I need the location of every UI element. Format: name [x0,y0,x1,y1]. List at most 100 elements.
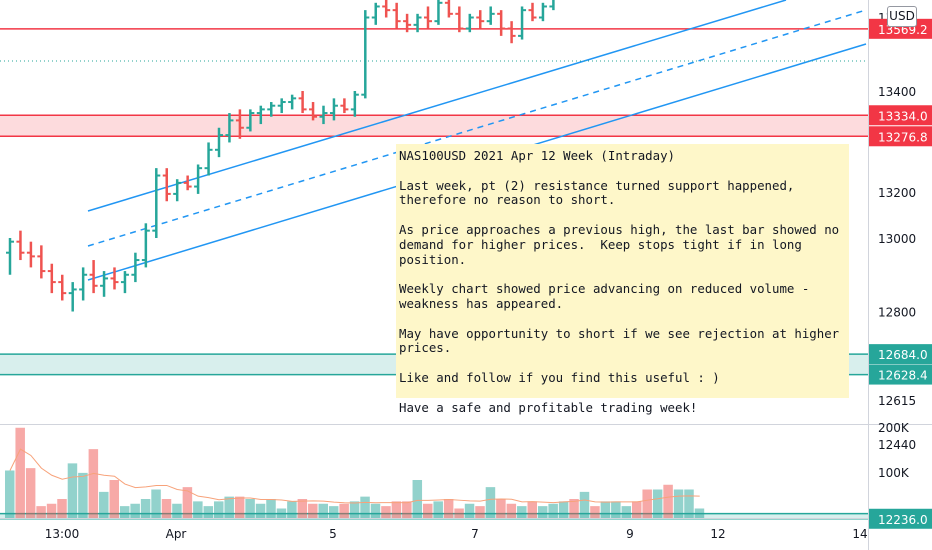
ohlc-bar [288,94,297,110]
ohlc-bar [152,168,161,238]
volume-bar [349,501,360,518]
volume-bar [88,449,99,518]
price-label[interactable]: 12236.0 [869,508,932,529]
volume-bar [234,496,245,518]
volume-bar [214,501,224,518]
ohlc-bar [256,105,265,125]
volume-bar [255,503,266,518]
volume-bar [151,489,161,518]
level-zone[interactable] [0,115,868,137]
volume-bar [548,503,558,518]
ohlc-bar [319,105,328,125]
price-label-bg [869,344,932,365]
volume-bar [423,503,433,518]
ohlc-bar [225,113,234,143]
price-label-text: 13334.0 [878,109,928,123]
ohlc-bar [382,0,391,18]
ohlc-bar [476,10,485,29]
volume-bar [590,506,600,518]
price-label[interactable]: 12628.4 [869,364,932,385]
volume-bar [119,506,130,518]
volume-bar [245,499,255,518]
volume-bar [224,496,234,518]
volume-bar [78,472,88,518]
note-paragraph: Weekly chart showed price advancing on r… [399,281,817,311]
volume-bar [287,501,297,518]
ohlc-bar [89,260,98,294]
ohlc-bar [267,102,276,117]
volume-bar [46,503,57,518]
ohlc-bar [486,6,495,25]
ohlc-bar [298,91,307,114]
ohlc-bar [173,179,182,202]
volume-bar [109,480,119,518]
price-label-bg [869,126,932,147]
ohlc-bar [507,21,516,44]
ohlc-bar [403,13,412,33]
volume-bar [611,501,621,518]
volume-bar [433,501,443,518]
ohlc-bar [120,271,129,294]
ohlc-bar [26,241,35,268]
volume-bar [464,503,475,518]
price-label[interactable]: 12684.0 [869,344,932,365]
price-label[interactable]: 13334.0 [869,105,932,126]
ohlc-bar [235,109,244,139]
ohlc-bar [37,245,46,279]
ohlc-bar [277,98,286,114]
volume-axis-label: 200K [878,421,910,435]
ohlc-bar [549,0,555,11]
ohlc-bar [183,175,192,191]
ohlc-bar [68,282,77,312]
volume-bar [475,506,485,518]
note-paragraph: As price approaches a previous high, the… [399,221,847,267]
volume-bar [266,499,276,518]
y-tick-label: 13400 [878,85,916,99]
ohlc-bar [361,10,370,99]
price-label[interactable]: 13276.8 [869,126,932,147]
volume-bar [25,468,36,518]
ohlc-bar [47,263,56,294]
volume-bar [57,499,67,518]
ohlc-bar [392,2,401,29]
currency-button[interactable]: USD [887,6,917,27]
volume-bar [193,501,203,518]
volume-bar [370,503,381,518]
volume-bar [443,499,454,518]
channel-mid-line[interactable] [87,9,867,247]
volume-bar [36,506,46,518]
ohlc-bar [350,91,359,117]
volume-bar [485,487,496,518]
x-tick-label: 13:00 [45,527,80,541]
ohlc-bar [424,6,432,29]
volume-bar [652,489,663,518]
ohlc-bar [141,223,150,268]
ohlc-bar [194,164,203,194]
y-tick-label: 13000 [878,232,916,246]
volume-bar [172,503,182,518]
volume-bar [527,501,537,518]
volume-bar [694,508,705,518]
ohlc-bar [465,13,474,33]
price-label-bg [869,364,932,385]
price-label-bg [869,105,932,126]
volume-bar [579,491,590,518]
y-tick-label: 12615 [878,394,916,408]
volume-bar [381,506,391,518]
volume-axis-label: 100K [878,466,910,480]
x-tick-label: 9 [626,527,634,541]
note-paragraph: Have a safe and profitable trading week! [399,399,698,415]
ohlc-bar [518,6,527,40]
x-tick-label: 12 [710,527,725,541]
volume-bar [140,499,151,518]
volume-bar [276,508,287,518]
volume-bar [360,496,370,518]
ohlc-bar [215,127,223,158]
channel-upper-line[interactable] [87,0,787,212]
ohlc-bar [444,0,453,18]
annotation-note[interactable]: NAS100USD 2021 Apr 12 Week (Intraday) La… [396,144,849,414]
ohlc-bar [497,10,506,36]
ohlc-bar [131,252,140,283]
volume-bar [308,503,318,518]
